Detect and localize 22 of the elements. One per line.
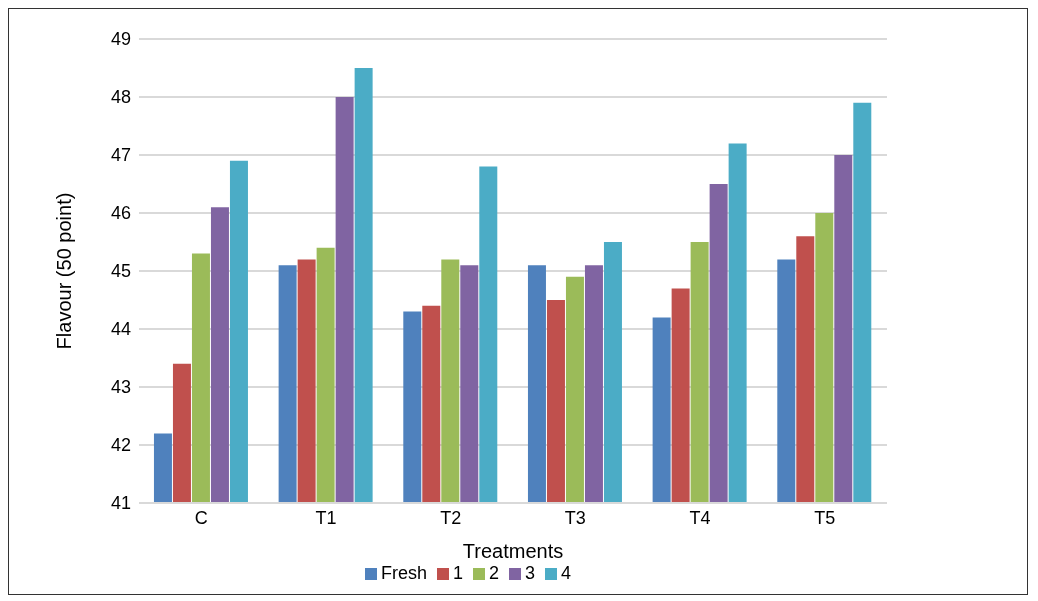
legend-label: 2 xyxy=(488,563,499,583)
y-tick-label: 41 xyxy=(110,493,131,514)
y-tick-label: 45 xyxy=(110,261,131,282)
y-tick-label: 46 xyxy=(110,203,131,224)
legend-label: 1 xyxy=(452,563,463,583)
x-tick-label: T2 xyxy=(440,507,462,528)
y-tick-label: 49 xyxy=(110,29,131,50)
x-tick-label: T3 xyxy=(564,507,586,528)
legend-label: 3 xyxy=(525,563,536,583)
legend-label: Fresh xyxy=(380,563,427,583)
x-tick-label: T1 xyxy=(315,507,337,528)
x-tick-label: T5 xyxy=(814,507,836,528)
y-tick-label: 44 xyxy=(110,319,131,340)
y-tick-label: 42 xyxy=(110,435,131,456)
y-tick-label: 48 xyxy=(110,87,131,108)
x-tick-label: T4 xyxy=(689,507,711,528)
legend-label: 4 xyxy=(561,563,572,583)
x-axis-title: Treatments xyxy=(462,540,564,562)
x-tick-label: C xyxy=(194,507,208,528)
y-tick-label: 43 xyxy=(110,377,131,398)
y-axis-title: Flavour (50 point) xyxy=(53,192,76,350)
y-tick-label: 47 xyxy=(110,145,131,166)
